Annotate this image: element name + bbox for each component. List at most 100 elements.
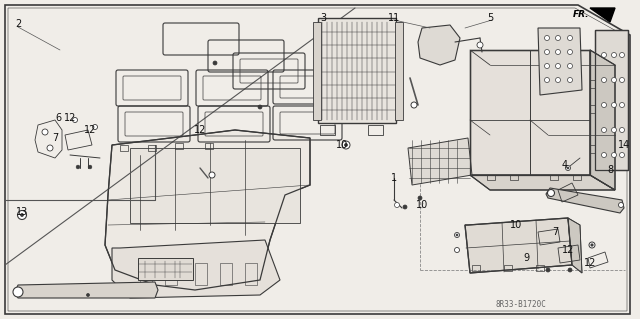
Circle shape <box>209 172 215 178</box>
Bar <box>590 80 595 88</box>
Bar <box>313 22 321 120</box>
Text: 12: 12 <box>64 113 76 123</box>
Circle shape <box>589 242 595 248</box>
Circle shape <box>545 49 550 55</box>
Circle shape <box>620 78 625 83</box>
Circle shape <box>403 205 407 209</box>
Circle shape <box>454 248 460 253</box>
Polygon shape <box>112 240 280 298</box>
Bar <box>148 145 156 151</box>
Text: 6: 6 <box>55 113 61 123</box>
Circle shape <box>611 78 616 83</box>
Circle shape <box>568 268 572 272</box>
Text: FR.: FR. <box>573 10 589 19</box>
Text: 10: 10 <box>416 200 428 210</box>
Circle shape <box>556 49 561 55</box>
Text: 4: 4 <box>562 160 568 170</box>
Circle shape <box>454 233 460 238</box>
Polygon shape <box>470 175 615 190</box>
Circle shape <box>618 203 623 207</box>
Text: 3: 3 <box>320 13 326 23</box>
Text: 7: 7 <box>552 227 558 237</box>
Text: 7: 7 <box>52 133 58 143</box>
Circle shape <box>591 244 593 246</box>
Circle shape <box>547 189 554 197</box>
Bar <box>165 263 177 285</box>
Circle shape <box>213 61 217 65</box>
Bar <box>395 22 403 120</box>
Text: 12: 12 <box>584 258 596 268</box>
Polygon shape <box>408 138 472 185</box>
Circle shape <box>611 53 616 57</box>
Circle shape <box>556 35 561 41</box>
Bar <box>510 175 518 180</box>
Text: 12: 12 <box>562 245 574 255</box>
Circle shape <box>477 42 483 48</box>
Circle shape <box>93 124 97 130</box>
Circle shape <box>13 287 23 297</box>
Text: 14: 14 <box>618 140 630 150</box>
Polygon shape <box>15 282 158 298</box>
Circle shape <box>42 129 48 135</box>
Circle shape <box>17 211 26 219</box>
Circle shape <box>602 53 607 57</box>
Circle shape <box>620 152 625 158</box>
Circle shape <box>47 145 53 151</box>
Circle shape <box>568 49 573 55</box>
Circle shape <box>88 165 92 169</box>
Text: 11: 11 <box>388 13 400 23</box>
Circle shape <box>86 293 90 296</box>
Bar <box>590 145 595 153</box>
Circle shape <box>20 213 24 217</box>
Bar <box>550 175 558 180</box>
Circle shape <box>611 102 616 108</box>
Circle shape <box>556 78 561 83</box>
Bar <box>320 125 335 135</box>
Circle shape <box>72 117 77 122</box>
Circle shape <box>545 78 550 83</box>
Bar <box>140 263 152 285</box>
Polygon shape <box>465 218 572 273</box>
Text: 1: 1 <box>391 173 397 183</box>
Bar <box>536 265 544 271</box>
Circle shape <box>76 165 80 169</box>
Text: 8R33-B1720C: 8R33-B1720C <box>495 300 546 309</box>
Bar <box>138 258 193 280</box>
Bar <box>573 175 581 180</box>
Bar <box>487 175 495 180</box>
Circle shape <box>602 152 607 158</box>
Text: 2: 2 <box>15 19 21 29</box>
Circle shape <box>394 203 399 207</box>
Polygon shape <box>418 25 460 65</box>
Bar <box>205 143 213 149</box>
Bar <box>590 105 595 113</box>
Circle shape <box>418 196 422 200</box>
Polygon shape <box>470 50 590 175</box>
Circle shape <box>456 234 458 236</box>
Circle shape <box>611 128 616 132</box>
Text: 13: 13 <box>16 207 28 217</box>
Bar <box>120 145 128 151</box>
Bar <box>368 125 383 135</box>
Bar <box>504 265 512 271</box>
Text: 9: 9 <box>523 253 529 263</box>
Circle shape <box>568 35 573 41</box>
Text: 12: 12 <box>84 125 96 135</box>
Circle shape <box>568 78 573 83</box>
Circle shape <box>556 63 561 69</box>
Circle shape <box>568 63 573 69</box>
Circle shape <box>342 141 350 149</box>
Polygon shape <box>105 130 310 290</box>
Circle shape <box>611 152 616 158</box>
Circle shape <box>411 102 417 108</box>
Circle shape <box>545 35 550 41</box>
Polygon shape <box>595 30 628 170</box>
Circle shape <box>344 144 348 146</box>
Circle shape <box>602 102 607 108</box>
Bar <box>220 263 232 285</box>
Bar <box>130 148 300 223</box>
Text: 8: 8 <box>607 165 613 175</box>
Polygon shape <box>590 8 615 22</box>
Circle shape <box>546 268 550 272</box>
Bar <box>175 143 183 149</box>
